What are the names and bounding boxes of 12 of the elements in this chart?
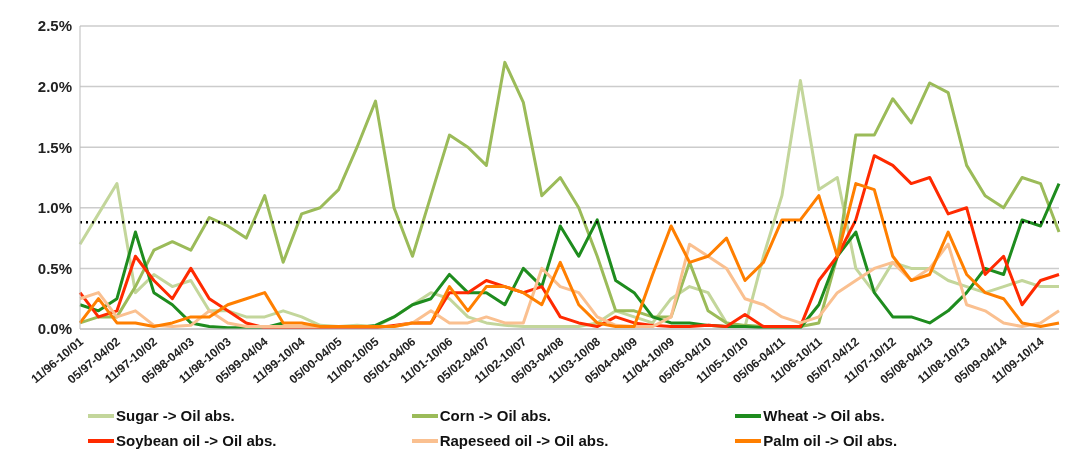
y-tick-label: 1.5%	[37, 138, 72, 156]
y-tick-label: 1.0%	[37, 199, 72, 217]
legend-label: Palm oil -> Oil abs.	[763, 432, 898, 449]
y-tick-label: 2.5%	[37, 17, 72, 35]
y-tick-label: 0.0%	[37, 320, 72, 338]
legend-label: Sugar -> Oil abs.	[116, 407, 235, 424]
y-tick-label: 2.0%	[37, 77, 72, 95]
legend-label: Rapeseed oil -> Oil abs.	[439, 432, 609, 449]
y-tick-label: 0.5%	[37, 259, 72, 277]
legend-label: Soybean oil -> Oil abs.	[116, 432, 277, 449]
legend-label: Wheat -> Oil abs.	[763, 407, 885, 424]
legend-label: Corn -> Oil abs.	[439, 407, 551, 424]
